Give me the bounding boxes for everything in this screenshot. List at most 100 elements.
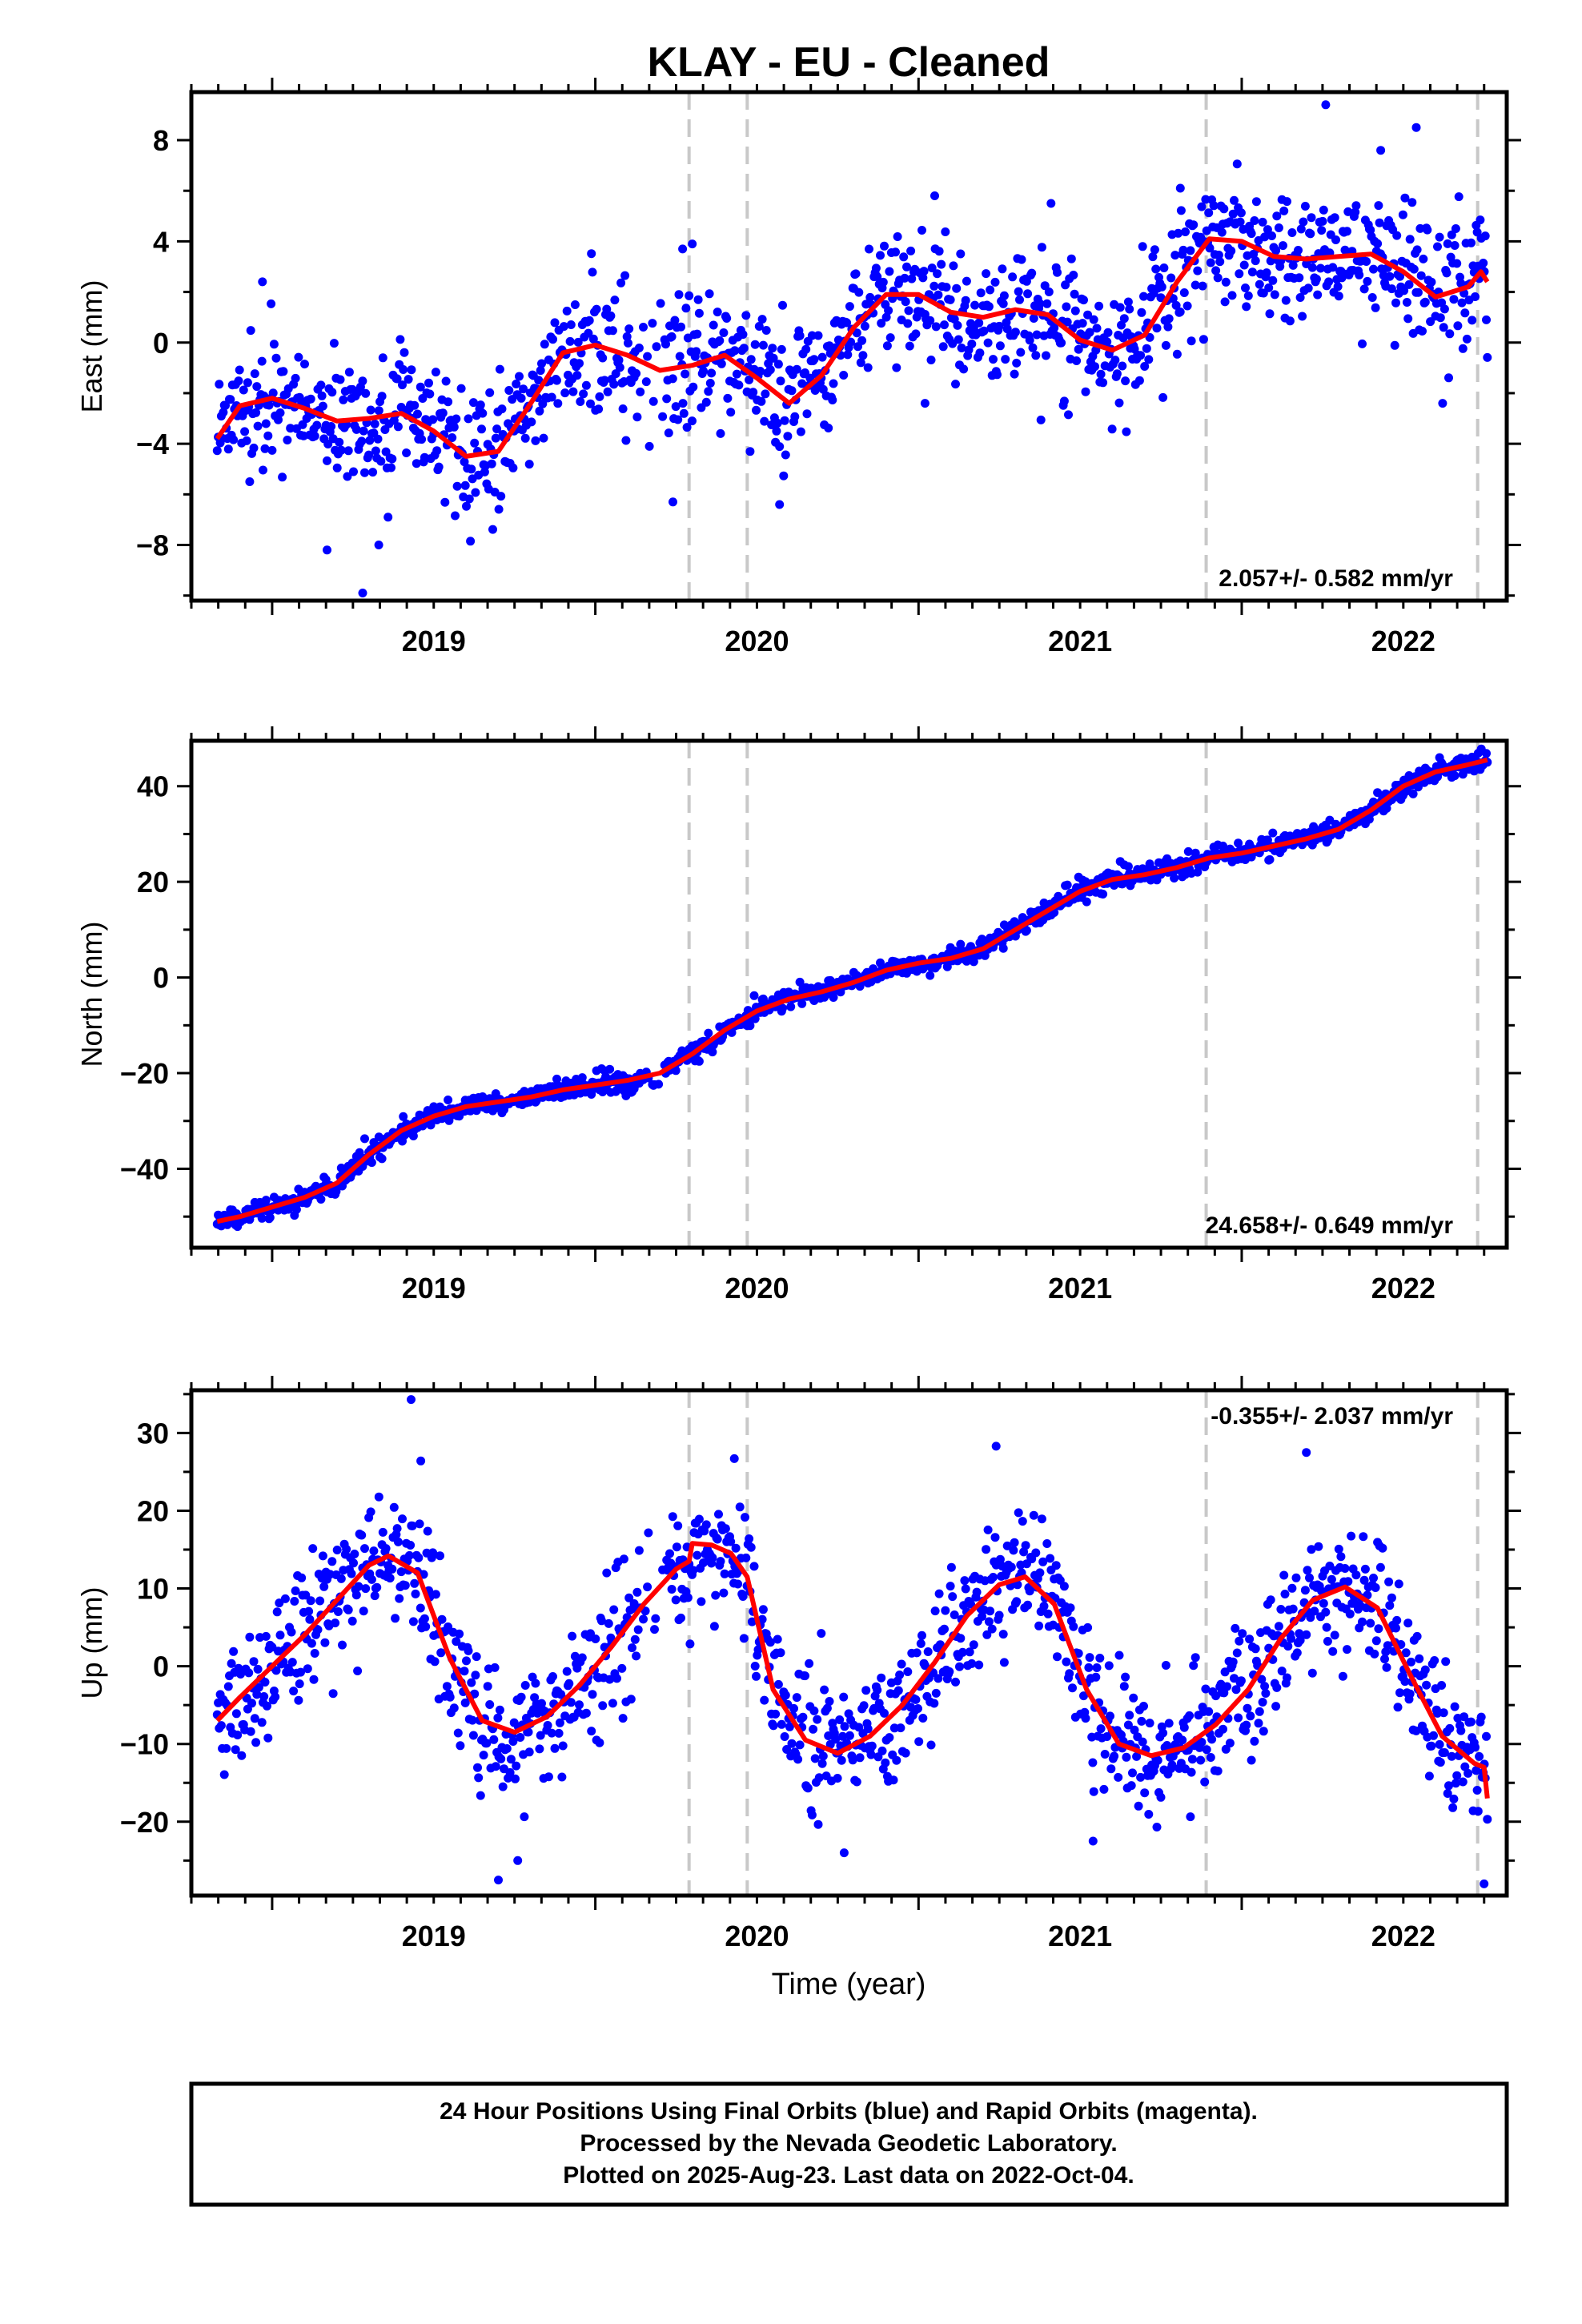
up-point (1323, 1637, 1332, 1646)
east-point (1407, 198, 1417, 207)
east-point (1369, 264, 1378, 274)
up-point (1310, 1606, 1319, 1616)
up-point (1300, 1586, 1310, 1595)
east-point (1268, 275, 1278, 285)
east-point (636, 387, 645, 396)
up-point (1225, 1739, 1235, 1748)
east-point (693, 295, 703, 304)
east-point (1008, 272, 1018, 282)
up-point (667, 1585, 677, 1594)
up-point (483, 1682, 492, 1691)
up-point (482, 1739, 492, 1748)
east-point (1150, 245, 1159, 255)
east-point (1247, 229, 1256, 239)
up-point (861, 1686, 871, 1695)
up-point (271, 1692, 280, 1702)
up-point (231, 1745, 240, 1755)
up-point (757, 1614, 767, 1624)
up-point (472, 1652, 481, 1662)
up-point (940, 1624, 949, 1634)
up-point (969, 1640, 978, 1650)
up-point (550, 1743, 560, 1753)
east-point (358, 589, 367, 597)
east-point (790, 412, 800, 421)
up-point (735, 1502, 745, 1512)
east-point (1264, 283, 1274, 292)
up-point (1400, 1677, 1410, 1687)
east-point (576, 397, 585, 406)
east-point (298, 420, 307, 429)
east-point (1285, 316, 1295, 326)
up-point (773, 1634, 782, 1644)
east-point (1328, 263, 1338, 272)
up-point (780, 1732, 789, 1741)
up-point (442, 1682, 452, 1691)
up-point (1023, 1600, 1033, 1610)
east-point (689, 382, 698, 392)
east-point (745, 375, 754, 384)
up-point (880, 1708, 889, 1718)
east-point (734, 380, 744, 390)
east-point (434, 462, 444, 472)
up-point (598, 1701, 608, 1711)
up-point (280, 1594, 290, 1603)
east-point (1152, 324, 1162, 333)
up-point (1387, 1593, 1396, 1602)
up-point (336, 1574, 346, 1583)
up-point (250, 1714, 259, 1723)
east-point (396, 335, 405, 344)
up-point (1139, 1702, 1148, 1711)
up-point (591, 1634, 600, 1643)
north-point (1183, 846, 1193, 856)
up-point (431, 1590, 440, 1599)
up-point (1009, 1546, 1018, 1555)
up-point (998, 1630, 1008, 1639)
east-point (1139, 292, 1148, 301)
up-y-tick-label: 10 (137, 1573, 169, 1606)
north-point (257, 1213, 267, 1223)
east-point (856, 358, 865, 368)
up-point (516, 1692, 526, 1702)
east-rate-label: 2.057+/- 0.582 mm/yr (1219, 565, 1453, 592)
up-point (946, 1562, 956, 1572)
up-point (410, 1578, 420, 1588)
east-y-axis-label: East (mm) (75, 280, 108, 413)
east-point (1404, 279, 1414, 289)
up-y-axis-label: Up (mm) (75, 1587, 108, 1699)
up-x-tick-label: 2022 (1371, 1920, 1435, 1952)
east-point (404, 375, 413, 384)
east-point (1306, 229, 1315, 239)
up-point (247, 1699, 256, 1708)
east-x-tick-label: 2021 (1048, 625, 1112, 657)
up-point (516, 1733, 525, 1742)
east-point (294, 352, 303, 362)
east-point (907, 274, 917, 283)
east-point (839, 371, 849, 380)
east-point (1079, 296, 1088, 305)
up-point (716, 1557, 725, 1566)
east-frame (189, 90, 1509, 603)
up-point (1411, 1726, 1421, 1735)
east-point (1444, 373, 1453, 383)
east-point (1148, 252, 1158, 262)
up-point (498, 1782, 508, 1791)
up-point (1039, 1602, 1049, 1611)
east-point (927, 263, 937, 273)
east-point (1059, 396, 1069, 406)
north-point (1098, 890, 1108, 899)
east-point (934, 247, 944, 256)
east-point (257, 356, 267, 366)
up-point (1125, 1711, 1134, 1720)
up-point (1391, 1623, 1400, 1633)
east-point (1069, 271, 1078, 279)
up-point (820, 1685, 829, 1695)
east-point (1265, 309, 1275, 319)
up-point (1319, 1598, 1328, 1608)
up-point (831, 1735, 841, 1744)
east-point (344, 368, 354, 377)
up-point (934, 1589, 944, 1598)
up-point (389, 1502, 399, 1512)
east-point (374, 406, 383, 416)
east-point (610, 296, 620, 305)
east-point (906, 246, 916, 255)
